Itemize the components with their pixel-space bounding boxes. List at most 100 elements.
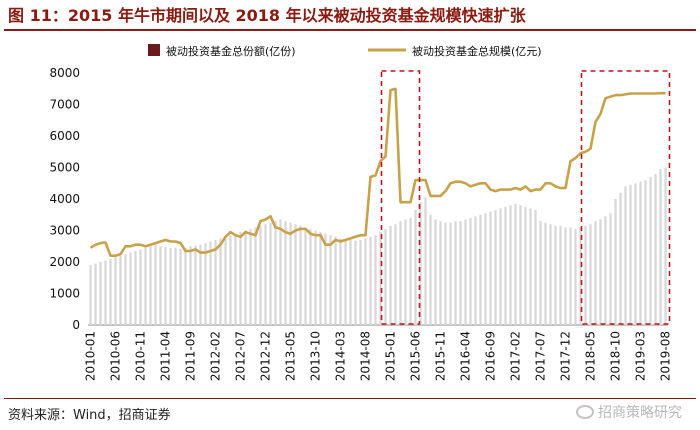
bar <box>234 233 237 325</box>
bar <box>299 225 302 325</box>
bar <box>519 205 522 325</box>
x-tick-label: 2013-05 <box>284 331 298 381</box>
bar <box>659 169 662 325</box>
x-tick-label: 2010-11 <box>134 331 148 381</box>
bar <box>624 186 627 325</box>
bar <box>364 238 367 325</box>
bar <box>584 225 587 325</box>
bar <box>579 227 582 325</box>
highlight-box <box>380 70 421 325</box>
x-tick-label: 2012-02 <box>209 331 223 381</box>
bar <box>279 219 282 325</box>
bar <box>559 225 562 325</box>
bar <box>589 224 592 325</box>
bar <box>529 208 532 325</box>
y-tick-label: 5000 <box>49 161 80 175</box>
bar <box>384 228 387 325</box>
bar <box>179 248 182 325</box>
bar <box>174 247 177 325</box>
bar <box>164 246 167 325</box>
x-tick-label: 2013-10 <box>309 331 323 381</box>
bar <box>219 238 222 325</box>
chart-svg: 0 1000 2000 3000 4000 5000 6000 7000 8000 2010-01… <box>49 44 673 381</box>
bar <box>379 232 382 325</box>
bar <box>429 214 432 325</box>
line-series <box>89 87 666 257</box>
x-tick-label: 2017-07 <box>534 331 548 381</box>
bar <box>104 260 107 325</box>
y-tick-label: 1000 <box>49 287 80 301</box>
watermark-text: 招商策略研究 <box>598 405 682 421</box>
bar <box>314 230 317 325</box>
bar <box>229 235 232 325</box>
bar <box>524 206 527 325</box>
bar <box>169 247 172 325</box>
x-tick-label: 2010-06 <box>109 331 123 381</box>
bar <box>249 228 252 325</box>
source-note: 资料来源：Wind，招商证券 <box>8 408 171 423</box>
bar <box>509 205 512 325</box>
bar <box>409 217 412 325</box>
bar <box>119 255 122 325</box>
x-tick-label: 2015-11 <box>434 331 448 381</box>
bar <box>414 210 417 325</box>
bar <box>454 221 457 325</box>
bar <box>629 184 632 325</box>
bar <box>294 224 297 325</box>
watermark: 招商策略研究 <box>576 402 682 422</box>
bar <box>649 176 652 325</box>
bar <box>609 213 612 325</box>
x-tick-label: 2016-09 <box>484 331 498 381</box>
bar <box>114 257 117 325</box>
bar <box>369 236 372 325</box>
bar <box>469 217 472 325</box>
x-tick-label: 2014-08 <box>359 331 373 381</box>
bar <box>504 206 507 325</box>
y-tick-label: 6000 <box>49 129 80 143</box>
title-divider <box>4 29 696 31</box>
y-tick-label: 8000 <box>49 66 80 80</box>
bar <box>494 210 497 325</box>
x-tick-label: 2018-10 <box>609 331 623 381</box>
bar <box>389 225 392 325</box>
y-tick-label: 2000 <box>49 255 80 269</box>
bar <box>109 258 112 325</box>
x-tick-label: 2017-02 <box>509 331 523 381</box>
bar <box>89 265 92 325</box>
bar <box>439 221 442 325</box>
bar <box>99 262 102 325</box>
y-tick-label: 3000 <box>49 224 80 238</box>
x-tick-label: 2011-09 <box>184 331 198 381</box>
bar <box>134 250 137 325</box>
x-tick-label: 2011-04 <box>159 331 173 381</box>
bar <box>444 222 447 325</box>
bar <box>499 208 502 325</box>
bar <box>319 232 322 325</box>
bar <box>344 239 347 325</box>
bar <box>434 219 437 325</box>
bar <box>464 219 467 325</box>
bar <box>634 183 637 325</box>
footer-divider <box>4 398 696 399</box>
bar <box>459 221 462 325</box>
wechat-icon <box>576 405 594 419</box>
bar <box>554 225 557 325</box>
bar <box>154 244 157 325</box>
bar <box>239 232 242 325</box>
legend-label-line: 被动投资基金总规模(亿元) <box>412 44 542 58</box>
bar <box>449 222 452 325</box>
x-tick-label: 2015-01 <box>384 331 398 381</box>
bar <box>264 224 267 325</box>
x-tick-label: 2018-05 <box>584 331 598 381</box>
bar <box>539 221 542 325</box>
bar <box>129 252 132 325</box>
bar <box>269 222 272 325</box>
bar <box>664 167 667 325</box>
bar <box>619 192 622 325</box>
bar <box>534 210 537 325</box>
bar <box>349 239 352 325</box>
bar <box>404 219 407 325</box>
x-tick-label: 2012-12 <box>259 331 273 381</box>
bar <box>644 180 647 325</box>
bar <box>334 236 337 325</box>
